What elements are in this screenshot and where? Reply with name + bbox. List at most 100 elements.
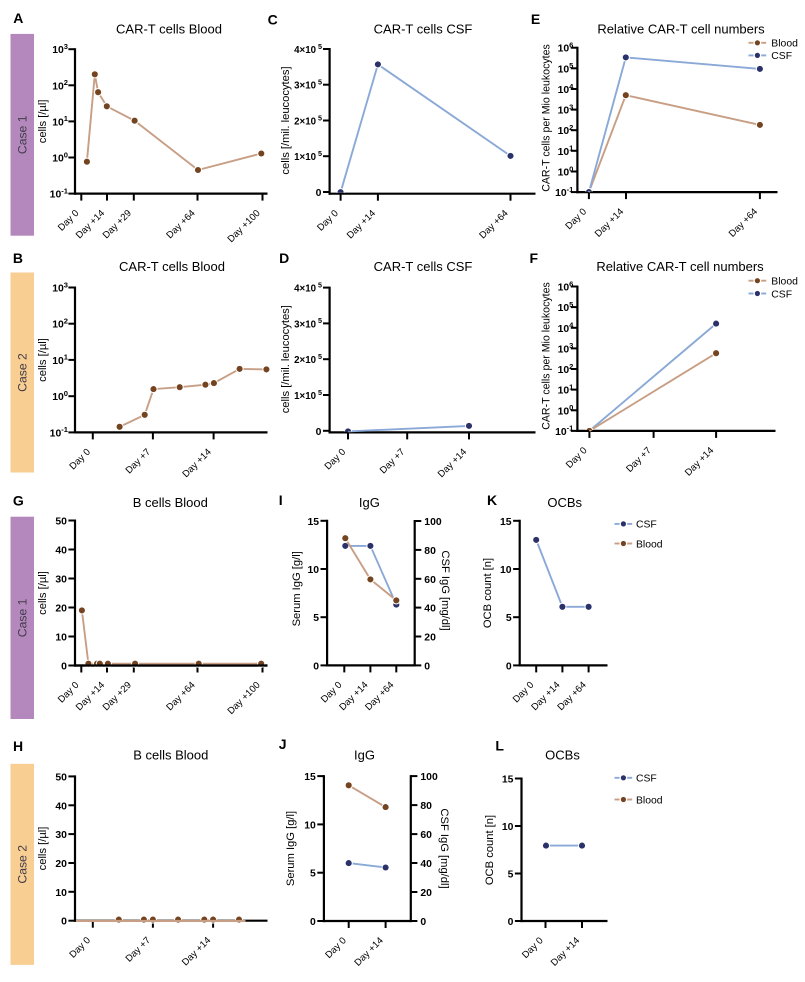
svg-text:CAR-T cells CSF: CAR-T cells CSF [374, 22, 473, 37]
svg-text:4×10 5: 4×10 5 [294, 42, 322, 56]
svg-text:CAR-T cells per Mio leukocytes: CAR-T cells per Mio leukocytes [541, 282, 553, 430]
svg-text:0: 0 [313, 661, 319, 672]
svg-text:CAR-T cells CSF: CAR-T cells CSF [374, 259, 473, 274]
svg-text:Blood: Blood [636, 539, 663, 550]
svg-text:CSF IgG [mg/dl]: CSF IgG [mg/dl] [438, 808, 450, 888]
svg-text:100: 100 [424, 517, 442, 528]
svg-text:5: 5 [313, 613, 319, 624]
svg-text:40: 40 [55, 546, 67, 557]
svg-text:20: 20 [420, 888, 432, 899]
svg-text:50: 50 [55, 517, 67, 528]
svg-text:OCB count [n]: OCB count [n] [482, 558, 494, 628]
svg-text:B: B [13, 250, 23, 266]
svg-text:5: 5 [508, 870, 514, 881]
svg-text:1×10 5: 1×10 5 [294, 388, 322, 402]
svg-text:cells [/µl]: cells [/µl] [37, 827, 49, 871]
svg-text:15: 15 [500, 517, 512, 528]
svg-text:20: 20 [424, 633, 436, 644]
svg-text:3×10 5: 3×10 5 [294, 316, 322, 330]
svg-text:Serum IgG [g/l]: Serum IgG [g/l] [285, 811, 297, 886]
svg-text:60: 60 [420, 830, 432, 841]
svg-text:80: 80 [424, 546, 436, 557]
svg-text:Relative CAR-T cell numbers: Relative CAR-T cell numbers [597, 22, 765, 37]
svg-text:20: 20 [55, 604, 67, 615]
svg-text:0: 0 [508, 917, 514, 928]
svg-text:cells [/µl]: cells [/µl] [37, 100, 49, 144]
svg-text:cells [/mil. leucocytes]: cells [/mil. leucocytes] [280, 66, 292, 174]
svg-text:0: 0 [61, 917, 67, 928]
svg-text:CSF: CSF [771, 51, 792, 62]
svg-text:Case 1: Case 1 [15, 598, 29, 637]
svg-text:H: H [13, 738, 23, 754]
svg-text:CSF: CSF [636, 774, 657, 785]
svg-text:5: 5 [506, 613, 512, 624]
svg-text:Case 2: Case 2 [15, 845, 29, 884]
svg-text:30: 30 [55, 830, 67, 841]
svg-text:100: 100 [420, 772, 438, 783]
svg-text:B cells Blood: B cells Blood [133, 495, 208, 510]
svg-text:Relative CAR-T cell numbers: Relative CAR-T cell numbers [596, 259, 764, 274]
svg-text:0: 0 [61, 662, 67, 673]
svg-text:10: 10 [55, 633, 67, 644]
svg-text:10: 10 [55, 888, 67, 899]
svg-text:15: 15 [502, 775, 514, 786]
svg-text:2×10 5: 2×10 5 [294, 113, 322, 127]
svg-text:G: G [13, 492, 24, 508]
svg-text:J: J [279, 736, 287, 752]
svg-text:Case 1: Case 1 [15, 115, 29, 154]
svg-text:CAR-T cells Blood: CAR-T cells Blood [119, 259, 225, 274]
svg-text:3×10 5: 3×10 5 [294, 78, 322, 92]
svg-text:Blood: Blood [771, 39, 798, 50]
svg-text:0: 0 [316, 188, 322, 199]
svg-text:Serum IgG [g/l]: Serum IgG [g/l] [291, 551, 303, 626]
svg-text:2×10 5: 2×10 5 [294, 352, 322, 366]
svg-text:OCB count [n]: OCB count [n] [484, 815, 496, 885]
svg-text:0: 0 [310, 917, 316, 928]
svg-text:80: 80 [420, 801, 432, 812]
svg-text:0: 0 [506, 661, 512, 672]
svg-text:I: I [279, 492, 283, 508]
svg-text:L: L [495, 738, 504, 754]
svg-text:IgG: IgG [359, 495, 380, 510]
svg-text:10: 10 [500, 565, 512, 576]
svg-text:F: F [530, 250, 539, 266]
svg-text:cells [/µl]: cells [/µl] [37, 338, 49, 382]
svg-text:0: 0 [424, 661, 430, 672]
svg-text:E: E [531, 11, 540, 27]
svg-text:40: 40 [424, 604, 436, 615]
svg-text:CSF: CSF [771, 289, 792, 300]
svg-text:Blood: Blood [636, 795, 663, 806]
svg-text:4×10 5: 4×10 5 [294, 280, 322, 294]
svg-text:30: 30 [55, 575, 67, 586]
svg-text:15: 15 [307, 517, 319, 528]
svg-text:15: 15 [304, 772, 316, 783]
svg-text:CSF: CSF [636, 520, 657, 531]
svg-text:OCBs: OCBs [547, 495, 582, 510]
svg-text:IgG: IgG [354, 747, 375, 762]
svg-text:10: 10 [304, 820, 316, 831]
svg-text:A: A [13, 10, 23, 26]
svg-text:Case 2: Case 2 [15, 353, 29, 392]
svg-text:1×10 5: 1×10 5 [294, 149, 322, 163]
svg-text:20: 20 [55, 859, 67, 870]
svg-text:CAR-T cells per Mio leukocytes: CAR-T cells per Mio leukocytes [541, 44, 553, 192]
svg-text:Blood: Blood [771, 277, 798, 288]
svg-text:50: 50 [55, 772, 67, 783]
svg-text:0: 0 [316, 427, 322, 438]
svg-text:OCBs: OCBs [545, 747, 580, 762]
svg-text:cells [/mil. leucocytes]: cells [/mil. leucocytes] [280, 305, 292, 413]
svg-text:cells [/µl]: cells [/µl] [37, 571, 49, 615]
svg-text:40: 40 [420, 859, 432, 870]
svg-text:60: 60 [424, 575, 436, 586]
svg-text:10: 10 [307, 565, 319, 576]
svg-text:K: K [487, 492, 497, 508]
svg-text:0: 0 [420, 917, 426, 928]
svg-text:B cells Blood: B cells Blood [133, 747, 208, 762]
svg-text:D: D [279, 250, 289, 266]
svg-text:10: 10 [502, 822, 514, 833]
svg-text:CSF IgG [mg/dl]: CSF IgG [mg/dl] [439, 550, 451, 630]
svg-text:5: 5 [310, 869, 316, 880]
svg-text:C: C [268, 11, 278, 27]
svg-text:CAR-T cells Blood: CAR-T cells Blood [116, 22, 222, 37]
svg-text:40: 40 [55, 801, 67, 812]
